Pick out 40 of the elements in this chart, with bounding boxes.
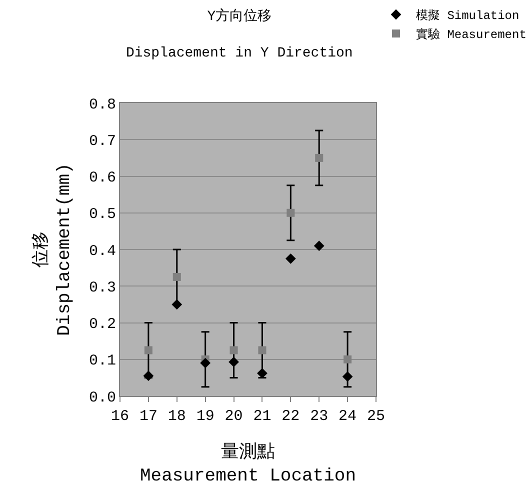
point [342, 371, 353, 382]
y-tick-label: 0.1 [88, 352, 116, 370]
x-tick-label: 24 [338, 408, 357, 425]
x-tick-label: 25 [366, 408, 386, 425]
point [144, 346, 152, 354]
point [285, 253, 296, 264]
y-tick-label: 0.2 [88, 316, 116, 333]
x-tick-label: 23 [310, 408, 328, 425]
point [228, 356, 239, 368]
point [344, 355, 352, 364]
point [172, 272, 181, 281]
point [315, 154, 324, 162]
point [258, 346, 266, 354]
x-tick-label: 22 [282, 408, 300, 425]
x-tick-label: 21 [253, 408, 272, 425]
point [286, 208, 295, 217]
x-tick-label: 20 [224, 408, 243, 425]
point [314, 240, 324, 252]
y-tick-label: 0.5 [88, 206, 116, 224]
y-tick-label: 0.0 [88, 389, 116, 406]
point [172, 299, 182, 310]
legend-label: 模擬 Simulation [416, 9, 520, 24]
point [230, 346, 238, 354]
y-tick-label: 0.6 [88, 170, 116, 186]
chart-subtitle: Displacement in Y Direction [126, 45, 353, 62]
y-tick-label: 0.7 [88, 132, 116, 150]
y-tick-label: 0.8 [88, 96, 116, 114]
y-tick-label: 0.3 [88, 279, 116, 296]
point [257, 368, 268, 378]
y-tick-label: 0.4 [88, 242, 116, 260]
chart-title: Y方向位移 [207, 8, 272, 26]
point [200, 358, 211, 368]
y-axis-title: 位移 Displacement(mm) [30, 163, 76, 336]
x-tick-label: 19 [196, 408, 214, 425]
x-tick-label: 16 [110, 408, 130, 425]
point [143, 370, 154, 382]
x-tick-label: 17 [139, 408, 158, 425]
x-tick-label: 18 [168, 408, 186, 425]
x-axis-title: 量測點 Measurement Location [140, 442, 356, 486]
legend-label: 實驗 Measurement [416, 28, 526, 42]
